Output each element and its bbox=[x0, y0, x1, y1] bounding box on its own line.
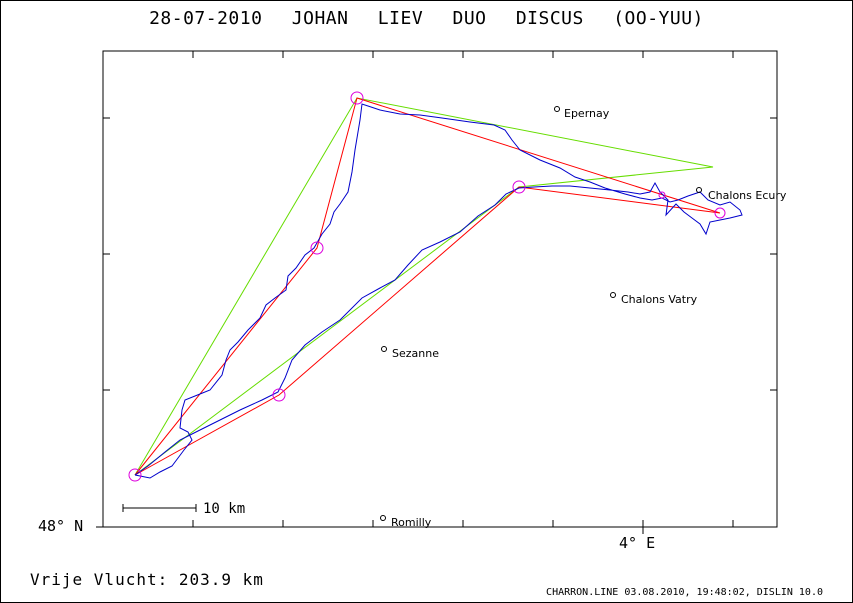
footer-info: CHARRON.LINE 03.08.2010, 19:48:02, DISLI… bbox=[546, 587, 823, 598]
turnpoint-marker bbox=[658, 191, 666, 199]
place-label: Romilly bbox=[391, 516, 432, 529]
plot-border bbox=[102, 50, 778, 528]
place-marker bbox=[554, 106, 560, 112]
place-label: Sezanne bbox=[392, 347, 439, 360]
turnpoint-marker bbox=[714, 207, 726, 219]
y-axis-label: 48° N bbox=[38, 517, 83, 535]
place-marker bbox=[696, 187, 702, 193]
x-axis-label: 4° E bbox=[619, 534, 655, 552]
y-ticks bbox=[96, 117, 777, 528]
x-ticks bbox=[192, 51, 734, 534]
scale-bar-label: 10 km bbox=[203, 501, 245, 517]
gps-track bbox=[134, 103, 743, 479]
turnpoint-marker bbox=[310, 241, 324, 255]
turnpoint-marker bbox=[512, 180, 526, 194]
flight-distance-summary: Vrije Vlucht: 203.9 km bbox=[30, 570, 264, 589]
page-title: 28-07-2010 JOHAN LIEV DUO DISCUS (OO-YUU… bbox=[149, 8, 704, 29]
place-marker bbox=[380, 515, 386, 521]
optimized-route bbox=[134, 97, 714, 476]
places: Epernay Chalons Ecury Chalons Vatry Seza… bbox=[380, 106, 787, 529]
turnpoint-marker bbox=[350, 91, 364, 105]
place-label: Epernay bbox=[564, 107, 610, 120]
place-marker bbox=[610, 292, 616, 298]
place-label: Chalons Ecury bbox=[708, 189, 787, 202]
turnpoint-marker bbox=[272, 388, 286, 402]
place-label: Chalons Vatry bbox=[621, 293, 698, 306]
place-marker bbox=[381, 346, 387, 352]
turnpoint-marker bbox=[128, 468, 142, 482]
task-route bbox=[134, 97, 721, 476]
turnpoints bbox=[128, 91, 726, 482]
scale-bar: 10 km bbox=[122, 501, 245, 517]
